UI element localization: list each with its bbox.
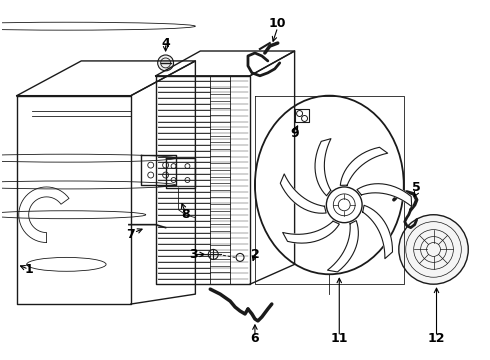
Text: 10: 10 — [269, 17, 287, 30]
Polygon shape — [315, 139, 331, 196]
Polygon shape — [357, 184, 412, 207]
Text: 1: 1 — [24, 263, 33, 276]
Polygon shape — [280, 174, 326, 213]
Text: 7: 7 — [126, 228, 135, 241]
Text: 12: 12 — [428, 332, 445, 345]
Text: 4: 4 — [161, 37, 170, 50]
Text: 8: 8 — [181, 208, 190, 221]
Text: 9: 9 — [290, 127, 299, 140]
Circle shape — [326, 187, 362, 223]
Polygon shape — [363, 205, 392, 258]
Text: 5: 5 — [412, 181, 421, 194]
Circle shape — [158, 55, 173, 71]
Polygon shape — [283, 221, 340, 243]
Circle shape — [399, 215, 468, 284]
Text: 11: 11 — [331, 332, 348, 345]
Text: 2: 2 — [250, 248, 259, 261]
Text: 6: 6 — [250, 332, 259, 345]
Polygon shape — [340, 147, 388, 185]
Polygon shape — [327, 221, 358, 272]
Text: 3: 3 — [189, 248, 197, 261]
